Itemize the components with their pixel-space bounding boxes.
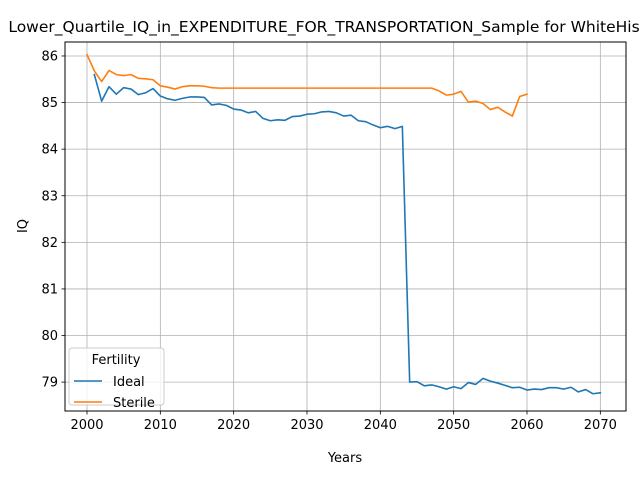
x-tick-label: 2050 bbox=[437, 418, 470, 433]
x-tick-label: 2040 bbox=[364, 418, 397, 433]
legend: Fertility Ideal Sterile bbox=[68, 347, 165, 411]
series-lines bbox=[85, 53, 602, 395]
x-axis-ticks: 2000 2010 2020 2030 2040 2050 2060 2070 bbox=[70, 411, 617, 433]
x-tick-label: 2000 bbox=[70, 418, 103, 433]
y-tick-label: 86 bbox=[41, 49, 58, 64]
x-tick-label: 2070 bbox=[584, 418, 617, 433]
y-tick-label: 84 bbox=[41, 143, 58, 158]
y-tick-label: 85 bbox=[41, 96, 58, 111]
x-tick-label: 2010 bbox=[144, 418, 177, 433]
legend-label-sterile: Sterile bbox=[113, 396, 155, 411]
y-tick-label: 82 bbox=[41, 236, 58, 251]
x-axis-label: Years bbox=[327, 451, 363, 466]
chart-title: Lower_Quartile_IQ_in_EXPENDITURE_FOR_TRA… bbox=[8, 18, 640, 37]
legend-box bbox=[68, 347, 165, 406]
y-tick-label: 80 bbox=[41, 329, 58, 344]
y-tick-label: 79 bbox=[41, 376, 58, 391]
y-tick-label: 83 bbox=[41, 189, 58, 204]
x-tick-label: 2030 bbox=[290, 418, 323, 433]
y-tick-label: 81 bbox=[41, 282, 58, 297]
y-axis-label: IQ bbox=[16, 219, 31, 233]
x-tick-label: 2060 bbox=[510, 418, 543, 433]
x-gridlines bbox=[86, 42, 601, 411]
x-tick-label: 2020 bbox=[217, 418, 250, 433]
series-line-ideal bbox=[93, 73, 602, 395]
legend-label-ideal: Ideal bbox=[113, 375, 145, 390]
plot-frame bbox=[64, 41, 627, 412]
y-axis-ticks: 79 80 81 82 83 84 85 86 bbox=[41, 49, 65, 391]
y-gridlines bbox=[65, 55, 626, 383]
legend-title: Fertility bbox=[92, 353, 141, 368]
series-line-sterile bbox=[85, 53, 529, 117]
